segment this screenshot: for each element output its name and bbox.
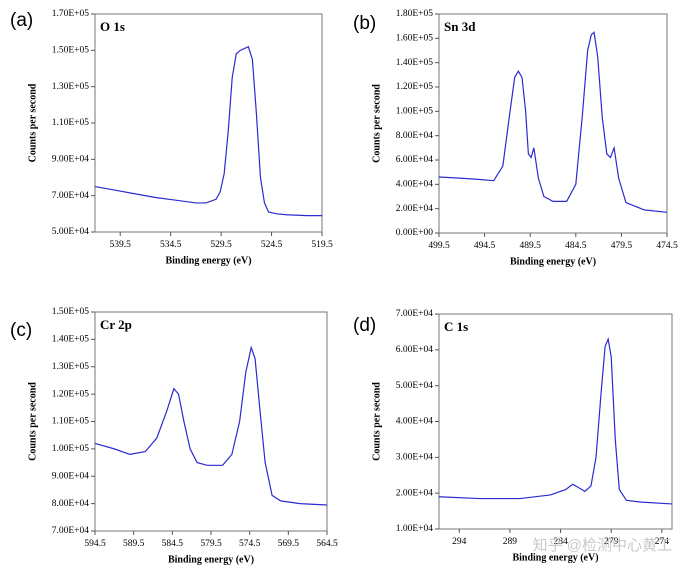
x-tick-label: 289 [503,537,518,547]
x-tick-label: 524.5 [261,240,283,250]
x-axis-title: Binding energy (eV) [512,552,598,563]
plot-frame [438,13,668,234]
y-tick-label: 7.00E+04 [52,191,90,201]
spectrum-line [94,45,322,217]
x-axis-title: Binding energy (eV) [165,255,251,266]
panel-label: (c) [10,320,32,341]
y-tick-label: 1.40E+05 [396,58,434,68]
x-axis-title: Binding energy (eV) [510,256,596,267]
y-tick-label: 6.00E+04 [396,155,434,165]
y-tick-label: 1.10E+05 [52,417,90,427]
y-tick-label: 8.00E+04 [52,499,90,509]
x-tick-label: 569.5 [278,539,300,549]
y-axis-title: Counts per second [27,83,38,162]
y-tick-label: 1.40E+05 [52,335,90,345]
x-tick-label: 574.5 [239,539,261,549]
y-tick-label: 7.00E+04 [52,526,90,536]
y-tick-label: 2.00E+04 [396,204,434,214]
y-tick-label: 1.00E+05 [52,444,90,454]
watermark: 知乎 @检测中心黄工 [533,537,672,554]
x-tick-label: 539.5 [110,240,132,250]
y-tick-label: 0.00E+00 [396,228,434,238]
x-axis-title: Binding energy (eV) [168,554,254,565]
y-tick-label: 9.00E+04 [52,471,90,481]
y-tick-label: 4.00E+04 [396,417,434,427]
x-tick-label: 499.5 [428,241,450,251]
y-axis-title: Counts per second [371,84,382,163]
y-tick-label: 1.10E+05 [52,118,90,128]
y-axis-title: Counts per second [27,382,38,461]
chart-title: Sn 3d [444,19,476,34]
panel-label: (d) [353,315,376,336]
y-tick-label: 1.50E+05 [52,46,90,56]
panel-label: (b) [353,13,376,34]
y-tick-label: 1.20E+05 [396,82,434,92]
plot-frame [94,311,328,532]
y-tick-label: 1.80E+05 [396,9,434,19]
y-axis-title: Counts per second [371,382,382,461]
x-tick-label: 284 [553,537,568,547]
x-tick-label: 564.5 [316,539,338,549]
spectrum-line [438,336,673,505]
x-tick-label: 474.5 [656,241,678,251]
chart-title: Cr 2p [100,317,132,332]
y-tick-label: 9.00E+04 [52,155,90,165]
y-tick-label: 4.00E+04 [396,180,434,190]
x-tick-label: 534.5 [160,240,182,250]
x-tick-label: 274 [655,537,670,547]
x-tick-label: 519.5 [311,240,333,250]
x-tick-label: 594.5 [84,539,106,549]
x-tick-label: 579.5 [200,539,222,549]
x-tick-label: 529.5 [210,240,232,250]
x-tick-label: 584.5 [162,539,184,549]
panel-label: (a) [10,10,33,31]
x-tick-label: 494.5 [474,241,496,251]
y-tick-label: 5.00E+04 [396,381,434,391]
y-tick-label: 3.00E+04 [396,453,434,463]
y-tick-label: 1.30E+05 [52,362,90,372]
chart-title: O 1s [100,19,125,34]
plot-frame [438,313,673,530]
x-tick-label: 589.5 [123,539,145,549]
y-tick-label: 1.70E+05 [52,9,90,19]
y-tick-label: 2.00E+04 [396,488,434,498]
y-tick-label: 1.00E+05 [396,107,434,117]
x-tick-label: 489.5 [520,241,542,251]
spectrum-line [438,31,668,213]
x-tick-label: 479.5 [611,241,633,251]
y-tick-label: 1.30E+05 [52,82,90,92]
spectrum-line [94,345,328,506]
chart-title: C 1s [444,319,468,334]
y-tick-label: 8.00E+04 [396,131,434,141]
y-tick-label: 5.00E+04 [52,227,90,237]
x-tick-label: 484.5 [565,241,587,251]
x-tick-label: 279 [604,537,619,547]
y-tick-label: 1.00E+04 [396,524,434,534]
y-tick-label: 1.20E+05 [52,389,90,399]
x-tick-label: 294 [452,537,467,547]
y-tick-label: 6.00E+04 [396,345,434,355]
plot-frame [94,13,323,233]
y-tick-label: 1.50E+05 [52,307,90,317]
y-tick-label: 1.60E+05 [396,34,434,44]
y-tick-label: 7.00E+04 [396,309,434,319]
